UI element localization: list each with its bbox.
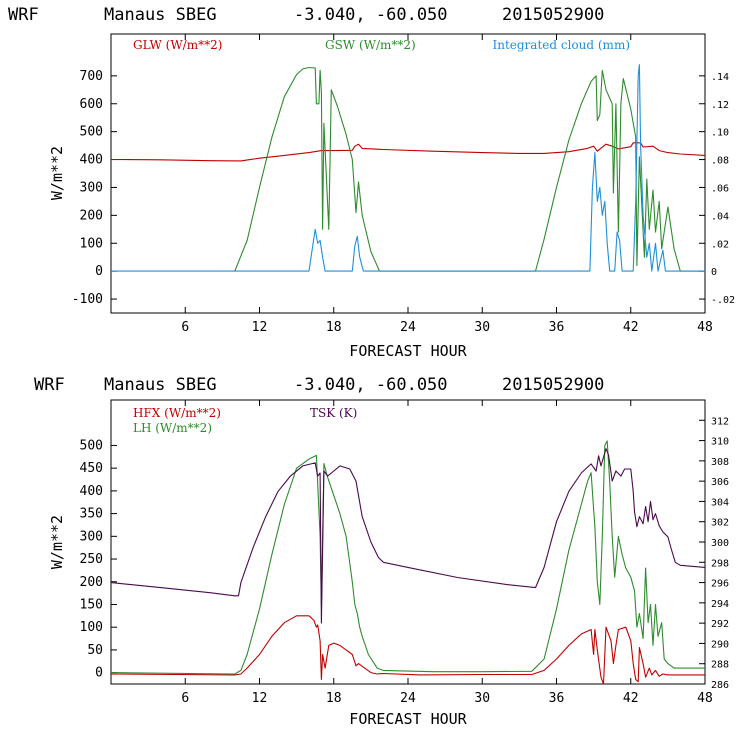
chart-2-y-tick-label: 400	[80, 484, 103, 499]
chart-2-series	[110, 440, 706, 685]
chart-2-y2-tick-label: 288	[711, 660, 729, 671]
chart-1-series-integrated	[111, 64, 705, 272]
chart-2-y2-tick-label: 300	[711, 538, 729, 549]
chart-1-x-tick-label: 12	[252, 320, 268, 335]
chart-2-y-tick-label: 200	[80, 575, 103, 590]
chart-1-x-tick-label: 24	[400, 320, 416, 335]
chart-2-y-tick-label: 300	[80, 529, 103, 544]
chart-1-y-tick-label: 100	[80, 236, 103, 251]
chart-1: WRF Manaus SBEG -3.040, -60.050 20150529…	[8, 5, 735, 360]
chart-1-y-tick-label: 600	[80, 97, 103, 112]
chart-1-y2-tick-label: -.02	[711, 295, 735, 306]
chart-1-y2-tick-label: .14	[711, 72, 729, 83]
chart-1-y2-tick-label: .02	[711, 239, 729, 250]
chart-2-y2-tick-label: 294	[711, 599, 729, 610]
chart-2-y-axis-label: W/m**2	[48, 515, 66, 569]
chart-1-y-tick-label: 500	[80, 125, 103, 140]
chart-1-y-axis-label: W/m**2	[48, 146, 66, 200]
chart-2-y2-tick-label: 298	[711, 558, 729, 569]
chart-2-legend-tsk: TSK (K)	[310, 406, 357, 420]
chart-1-legend: GLW (W/m**2) GSW (W/m**2) Integrated cloud…	[133, 38, 630, 52]
chart-1-header-coords: -3.040, -60.050	[294, 5, 448, 25]
chart-2-header-date: 2015052900	[502, 375, 604, 395]
chart-1-series-gsw	[234, 66, 705, 272]
chart-2-y2-tick-label: 310	[711, 437, 729, 448]
chart-2: WRF Manaus SBEG -3.040, -60.050 20150529…	[34, 375, 729, 728]
chart-2-y2-tick-label: 312	[711, 416, 729, 427]
chart-1-y2-tick-label: .04	[711, 211, 729, 222]
chart-2-y-tick-label: 0	[95, 666, 103, 681]
chart-2-y2-tick-label: 306	[711, 477, 729, 488]
chart-2-y2-tick-label: 290	[711, 639, 729, 650]
chart-2-y2-tick-label: 296	[711, 579, 729, 590]
chart-2-legend-lh: LH (W/m**2)	[133, 421, 212, 435]
chart-1-header-model: WRF	[8, 5, 39, 25]
chart-1-series-glw	[110, 142, 706, 162]
chart-1-y-tick-label: -100	[72, 292, 103, 307]
chart-2-plot-frame	[110, 399, 706, 685]
chart-1-y-tick-label: 400	[80, 153, 103, 168]
chart-2-y-tick-label: 50	[87, 643, 103, 658]
chart-1-x-tick-label: 18	[326, 320, 342, 335]
chart-1-y2-tick-label: 0	[711, 267, 717, 278]
chart-2-y2-tick-label: 302	[711, 518, 729, 529]
chart-2-x-tick-label: 6	[181, 691, 189, 706]
chart-1-legend-integrated: Integrated cloud (mm)	[492, 38, 630, 52]
chart-1-x-tick-label: 42	[623, 320, 639, 335]
chart-2-y-tick-label: 250	[80, 552, 103, 567]
chart-1-ticks: 6 12 18 24 30 36 42 48 -100 0 100 200 300 400 500 600 70…	[72, 34, 735, 335]
chart-1-y-tick-label: 200	[80, 208, 103, 223]
chart-2-y2-tick-label: 308	[711, 457, 729, 468]
chart-1-x-tick-label: 30	[474, 320, 490, 335]
chart-1-header-station: Manaus SBEG	[104, 5, 217, 25]
chart-2-x-tick-label: 36	[549, 691, 565, 706]
chart-2-x-tick-label: 30	[474, 691, 490, 706]
chart-2-y2-tick-label: 286	[711, 680, 729, 691]
chart-1-header-date: 2015052900	[502, 5, 604, 25]
chart-2-y2-tick-label: 292	[711, 619, 729, 630]
chart-1-x-tick-label: 6	[181, 320, 189, 335]
chart-1-x-tick-label: 48	[697, 320, 713, 335]
chart-1-series	[110, 64, 706, 272]
chart-1-y2-tick-label: .08	[711, 156, 729, 167]
chart-1-y-tick-label: 0	[95, 264, 103, 279]
chart-1-y2-tick-label: .10	[711, 128, 729, 139]
chart-2-y2-tick-label: 304	[711, 497, 729, 508]
chart-2-x-tick-label: 18	[326, 691, 342, 706]
chart-2-series-tsk	[110, 448, 706, 624]
chart-1-legend-gsw: GSW (W/m**2)	[325, 38, 416, 52]
chart-2-series-hfx	[110, 615, 705, 685]
chart-1-y-tick-label: 700	[80, 69, 103, 84]
chart-2-header-model: WRF	[34, 375, 65, 395]
chart-1-x-axis-label: FORECAST HOUR	[349, 342, 467, 360]
chart-2-series-lh	[110, 440, 705, 675]
chart-1-y2-tick-label: .12	[711, 100, 729, 111]
chart-2-x-tick-label: 48	[697, 691, 713, 706]
chart-2-legend: HFX (W/m**2)LH (W/m**2) TSK (K)	[133, 406, 357, 435]
chart-2-x-axis-label: FORECAST HOUR	[349, 710, 467, 728]
chart-2-legend-hfx: HFX (W/m**2)	[133, 406, 221, 420]
chart-2-x-tick-label: 24	[400, 691, 416, 706]
chart-2-ticks: 6 12 18 24 30 36 42 48 0 50 100 150 200 250 300 350 400 4…	[80, 400, 729, 706]
chart-2-y-tick-label: 500	[80, 438, 103, 453]
chart-2-y-tick-label: 350	[80, 507, 103, 522]
chart-2-y-tick-label: 150	[80, 597, 103, 612]
chart-2-x-tick-label: 42	[623, 691, 639, 706]
chart-2-y-tick-label: 450	[80, 461, 103, 476]
chart-1-y2-tick-label: .06	[711, 183, 729, 194]
chart-2-x-tick-label: 12	[252, 691, 268, 706]
chart-1-legend-glw: GLW (W/m**2)	[133, 38, 222, 52]
chart-2-header-coords: -3.040, -60.050	[294, 375, 448, 395]
chart-2-y-tick-label: 100	[80, 620, 103, 635]
chart-1-y-tick-label: 300	[80, 180, 103, 195]
chart-1-x-tick-label: 36	[549, 320, 565, 335]
chart-2-header-station: Manaus SBEG	[104, 375, 217, 395]
